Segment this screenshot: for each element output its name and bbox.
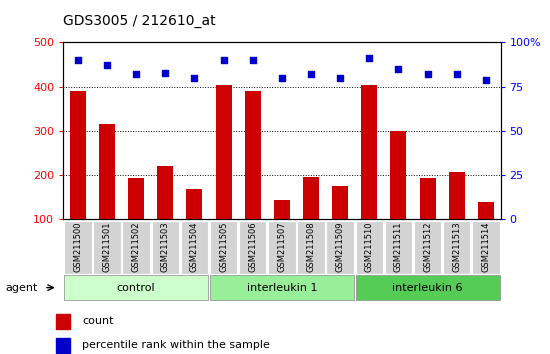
Text: GSM211509: GSM211509	[336, 222, 345, 272]
Point	[132, 72, 141, 77]
Bar	[443, 221, 470, 274]
Text: GSM211510: GSM211510	[365, 222, 374, 272]
Bar	[70, 91, 86, 264]
Text: GSM211512: GSM211512	[423, 222, 432, 272]
Bar	[414, 221, 441, 274]
Bar	[56, 314, 70, 329]
Text: GSM211506: GSM211506	[248, 222, 257, 272]
Bar	[186, 189, 202, 264]
Bar	[152, 221, 179, 274]
Bar	[239, 221, 266, 274]
Point	[219, 57, 228, 63]
Text: GSM211501: GSM211501	[102, 222, 112, 272]
Point	[423, 72, 432, 77]
Bar	[210, 221, 237, 274]
Bar	[356, 221, 383, 274]
Bar	[210, 275, 354, 300]
Text: GSM211505: GSM211505	[219, 222, 228, 272]
Text: GSM211511: GSM211511	[394, 222, 403, 272]
Bar	[245, 91, 261, 264]
Text: control: control	[117, 282, 156, 293]
Text: GSM211508: GSM211508	[306, 222, 316, 272]
Text: interleukin 6: interleukin 6	[392, 282, 463, 293]
Text: GSM211514: GSM211514	[481, 222, 491, 272]
Bar	[157, 166, 173, 264]
Point	[190, 75, 199, 81]
Bar	[298, 221, 324, 274]
Bar	[216, 85, 232, 264]
Bar	[303, 177, 319, 264]
Bar	[385, 221, 412, 274]
Bar	[449, 172, 465, 264]
Text: interleukin 1: interleukin 1	[246, 282, 317, 293]
Point	[277, 75, 286, 81]
Point	[365, 56, 374, 61]
Point	[336, 75, 344, 81]
Text: GSM211507: GSM211507	[277, 222, 287, 272]
Point	[74, 57, 82, 63]
Text: agent: agent	[6, 282, 38, 293]
Point	[248, 57, 257, 63]
Bar	[128, 178, 144, 264]
Text: GSM211502: GSM211502	[131, 222, 141, 272]
Point	[102, 63, 111, 68]
Bar	[332, 186, 348, 264]
Bar	[472, 221, 499, 274]
Bar	[361, 85, 377, 264]
Bar	[64, 221, 91, 274]
Bar	[478, 202, 494, 264]
Point	[482, 77, 491, 82]
Text: GSM211504: GSM211504	[190, 222, 199, 272]
Bar	[181, 221, 208, 274]
Text: GDS3005 / 212610_at: GDS3005 / 212610_at	[63, 14, 216, 28]
Bar	[123, 221, 150, 274]
Bar	[356, 275, 499, 300]
Text: GSM211500: GSM211500	[73, 222, 82, 272]
Bar	[420, 178, 436, 264]
Text: percentile rank within the sample: percentile rank within the sample	[82, 340, 270, 350]
Text: GSM211513: GSM211513	[452, 222, 461, 272]
Text: GSM211503: GSM211503	[161, 222, 170, 272]
Bar	[94, 221, 120, 274]
Point	[394, 66, 403, 72]
Point	[452, 72, 461, 77]
Point	[161, 70, 169, 75]
Bar	[56, 338, 70, 353]
Bar	[327, 221, 354, 274]
Bar	[268, 221, 295, 274]
Bar	[99, 124, 115, 264]
Bar	[64, 275, 208, 300]
Point	[307, 72, 316, 77]
Bar	[274, 200, 290, 264]
Bar	[390, 131, 406, 264]
Text: count: count	[82, 316, 113, 326]
